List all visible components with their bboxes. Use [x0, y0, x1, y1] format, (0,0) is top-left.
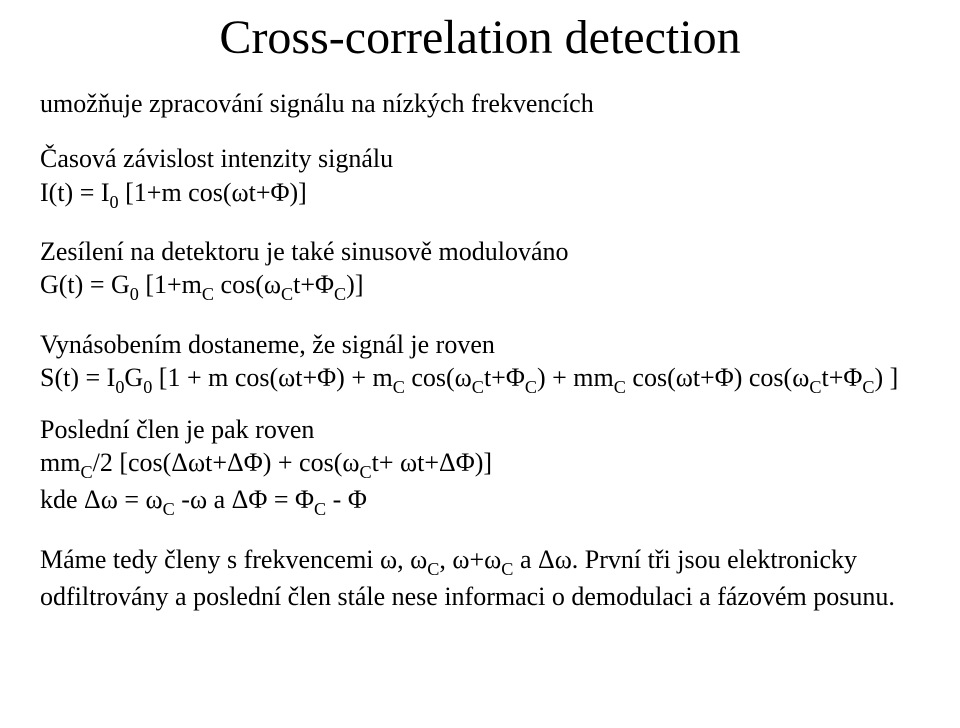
subscript: C	[809, 377, 821, 397]
text: , ω+ω	[439, 545, 501, 574]
text: [1+m	[139, 270, 202, 299]
text: ) + mm	[537, 363, 614, 392]
text: t+Φ	[484, 363, 525, 392]
paragraph-lastterm: Poslední člen je pak roven mmC/2 [cos(Δω…	[40, 413, 920, 521]
text: t+Φ	[821, 363, 862, 392]
text: cos(ωt+Φ) cos(ω	[626, 363, 809, 392]
subscript: C	[314, 499, 326, 519]
paragraph-product: Vynásobením dostaneme, že signál je rove…	[40, 328, 920, 399]
subscript: C	[501, 559, 513, 579]
subscript: 0	[130, 284, 139, 304]
text: kde Δω = ω	[40, 485, 163, 514]
subscript: C	[862, 377, 874, 397]
equation-g: G(t) = G0 [1+mC cos(ωCt+ΦC)]	[40, 270, 364, 299]
text: t+Φ	[293, 270, 334, 299]
equation-i: I(t) = I0 [1+m cos(ωt+Φ)]	[40, 178, 307, 207]
subscript: C	[614, 377, 626, 397]
text: -ω a ΔΦ = Φ	[175, 485, 314, 514]
text: Máme tedy členy s frekvencemi ω, ω	[40, 545, 427, 574]
text: )]	[346, 270, 363, 299]
equation-s: S(t) = I0G0 [1 + m cos(ωt+Φ) + mC cos(ωC…	[40, 363, 898, 392]
paragraph-conclusion: Máme tedy členy s frekvencemi ω, ωC, ω+ω…	[40, 543, 920, 614]
equation-mm: mmC/2 [cos(Δωt+ΔΦ) + cos(ωCt+ ωt+ΔΦ)]	[40, 448, 492, 477]
text: S(t) = I	[40, 363, 115, 392]
subscript: C	[427, 559, 439, 579]
text: Zesílení na detektoru je také sinusově m…	[40, 237, 569, 266]
text: Vynásobením dostaneme, že signál je rove…	[40, 330, 495, 359]
paragraph-intensity: Časová závislost intenzity signálu I(t) …	[40, 142, 920, 213]
subscript: C	[525, 377, 537, 397]
subscript: 0	[115, 377, 124, 397]
text: cos(ω	[405, 363, 472, 392]
text: umožňuje zpracování signálu na nízkých f…	[40, 89, 594, 118]
slide-title: Cross-correlation detection	[40, 10, 920, 65]
text: Poslední člen je pak roven	[40, 415, 314, 444]
paragraph-gain: Zesílení na detektoru je také sinusově m…	[40, 235, 920, 306]
text: mm	[40, 448, 80, 477]
text: - Φ	[326, 485, 367, 514]
text: t+ ωt+ΔΦ)]	[372, 448, 492, 477]
paragraph-intro: umožňuje zpracování signálu na nízkých f…	[40, 87, 920, 120]
subscript: C	[163, 499, 175, 519]
equation-where: kde Δω = ωC -ω a ΔΦ = ΦC - Φ	[40, 485, 367, 514]
subscript: C	[281, 284, 293, 304]
text: I(t) = I	[40, 178, 110, 207]
subscript: C	[472, 377, 484, 397]
text: [1 + m cos(ωt+Φ) + m	[152, 363, 392, 392]
text: G(t) = G	[40, 270, 130, 299]
subscript: C	[202, 284, 214, 304]
text: G	[124, 363, 143, 392]
text: /2 [cos(Δωt+ΔΦ) + cos(ω	[93, 448, 360, 477]
subscript: C	[80, 462, 92, 482]
text: ) ]	[875, 363, 899, 392]
text: [1+m cos(ωt+Φ)]	[119, 178, 307, 207]
subscript: C	[360, 462, 372, 482]
text: Časová závislost intenzity signálu	[40, 144, 393, 173]
subscript: 0	[143, 377, 152, 397]
subscript: 0	[110, 192, 119, 212]
text: cos(ω	[214, 270, 281, 299]
subscript: C	[334, 284, 346, 304]
subscript: C	[393, 377, 405, 397]
